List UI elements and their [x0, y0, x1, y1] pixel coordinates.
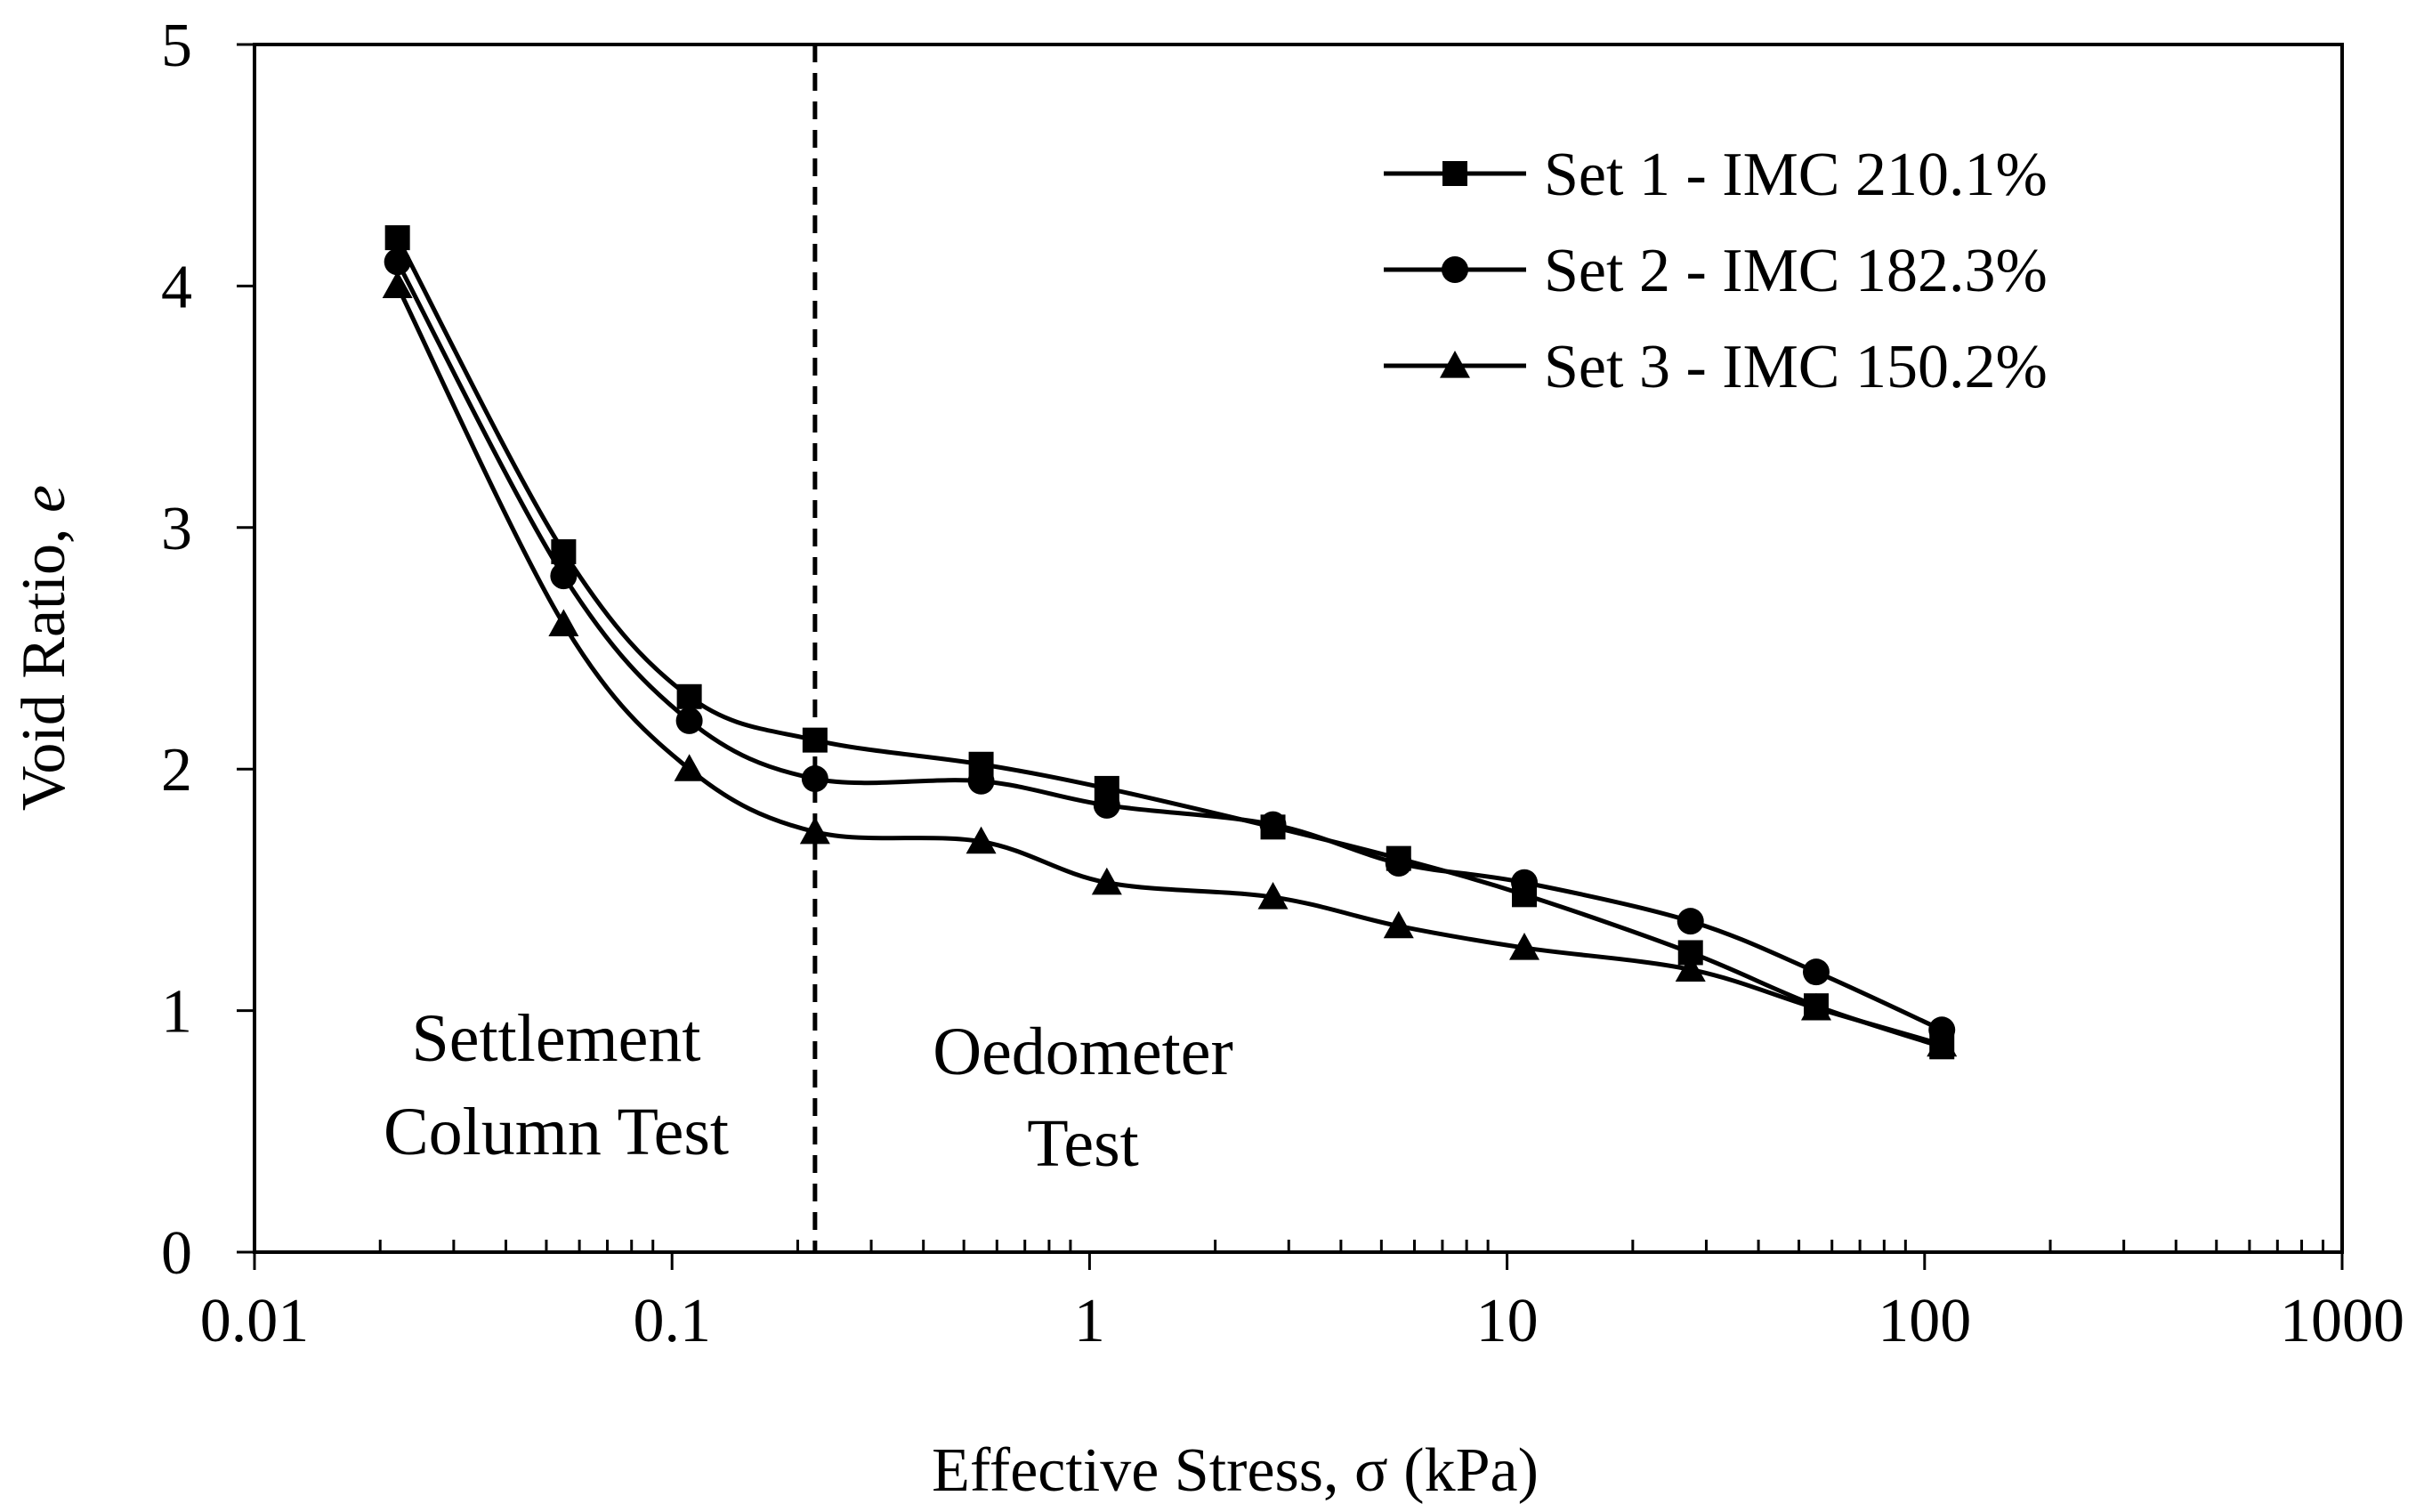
y-axis-title-variable: e [10, 485, 78, 513]
x-tick-label: 1 [1074, 1287, 1105, 1355]
x-axis-tick-labels: 0.01 0.1 1 10 100 1000 [200, 1287, 2404, 1355]
y-tick-label: 3 [161, 495, 192, 563]
series-2-point [1802, 958, 1830, 986]
legend-marker [1442, 256, 1468, 283]
x-axis-title: Effective Stress, σ (kPa) [932, 1436, 1539, 1505]
series-3-point [1509, 933, 1540, 960]
series-2-point [1677, 908, 1704, 935]
series-3-point [548, 609, 579, 636]
legend: Set 1 - IMC 210.1% Set 2 - IMC 182.3% Set … [1384, 141, 2048, 401]
series-2-point [675, 707, 703, 734]
series-3-point [382, 271, 413, 298]
settlement-label-line2: Column Test [384, 1095, 729, 1169]
series-1-point [802, 727, 828, 753]
x-tick-label: 100 [1878, 1287, 1971, 1355]
y-tick-label: 1 [161, 978, 192, 1047]
series-3-point [1257, 882, 1289, 910]
y-axis-title: Void Ratio, e [10, 485, 78, 811]
series-3-point [1675, 954, 1706, 982]
legend-marker [1440, 351, 1470, 378]
x-tick-label: 0.1 [633, 1287, 711, 1355]
series-1-point [676, 683, 702, 709]
series-3-point [1927, 1029, 1958, 1057]
series-2-point [801, 765, 828, 793]
y-tick-label: 5 [161, 12, 192, 80]
legend-label: Set 3 - IMC 150.2% [1544, 333, 2048, 401]
legend-label: Set 1 - IMC 210.1% [1544, 141, 2048, 209]
y-axis-tick-labels: 0 1 2 3 4 5 [161, 12, 192, 1288]
series-3-point [1383, 910, 1414, 939]
series-3-point [799, 816, 830, 845]
plot-area [253, 43, 2344, 1254]
oedometer-label-line1: Oedometer [933, 1015, 1233, 1089]
series-2-point [967, 767, 995, 795]
y-tick-label: 4 [161, 253, 192, 321]
x-tick-label: 0.01 [200, 1287, 310, 1355]
x-axis-ticks [253, 1240, 2344, 1270]
series-2-point [1511, 869, 1539, 896]
settlement-label-line1: Settlement [411, 1001, 700, 1076]
y-tick-label: 2 [161, 736, 192, 805]
series-1-point [551, 538, 577, 564]
series-3-point [1800, 992, 1831, 1021]
series-2-point [1259, 811, 1287, 838]
legend-label: Set 2 - IMC 182.3% [1544, 237, 2048, 305]
series-3-point [674, 754, 705, 781]
legend-marker [1442, 161, 1467, 186]
x-tick-label: 1000 [2280, 1287, 2404, 1355]
y-tick-label: 0 [161, 1219, 192, 1288]
series-2-point [384, 248, 411, 276]
series-1-point [384, 225, 410, 251]
series-3-point [1091, 867, 1122, 895]
series-2-point [1385, 850, 1412, 877]
oedometer-label-line2: Test [1027, 1106, 1139, 1181]
series-2-point [1093, 791, 1120, 819]
x-tick-label: 10 [1476, 1287, 1539, 1355]
series-markers [382, 225, 1958, 1060]
series-3-point [966, 826, 997, 854]
series-2-point [550, 562, 578, 590]
y-axis-title-main: Void Ratio, [10, 513, 78, 811]
y-axis-ticks [237, 43, 255, 1254]
